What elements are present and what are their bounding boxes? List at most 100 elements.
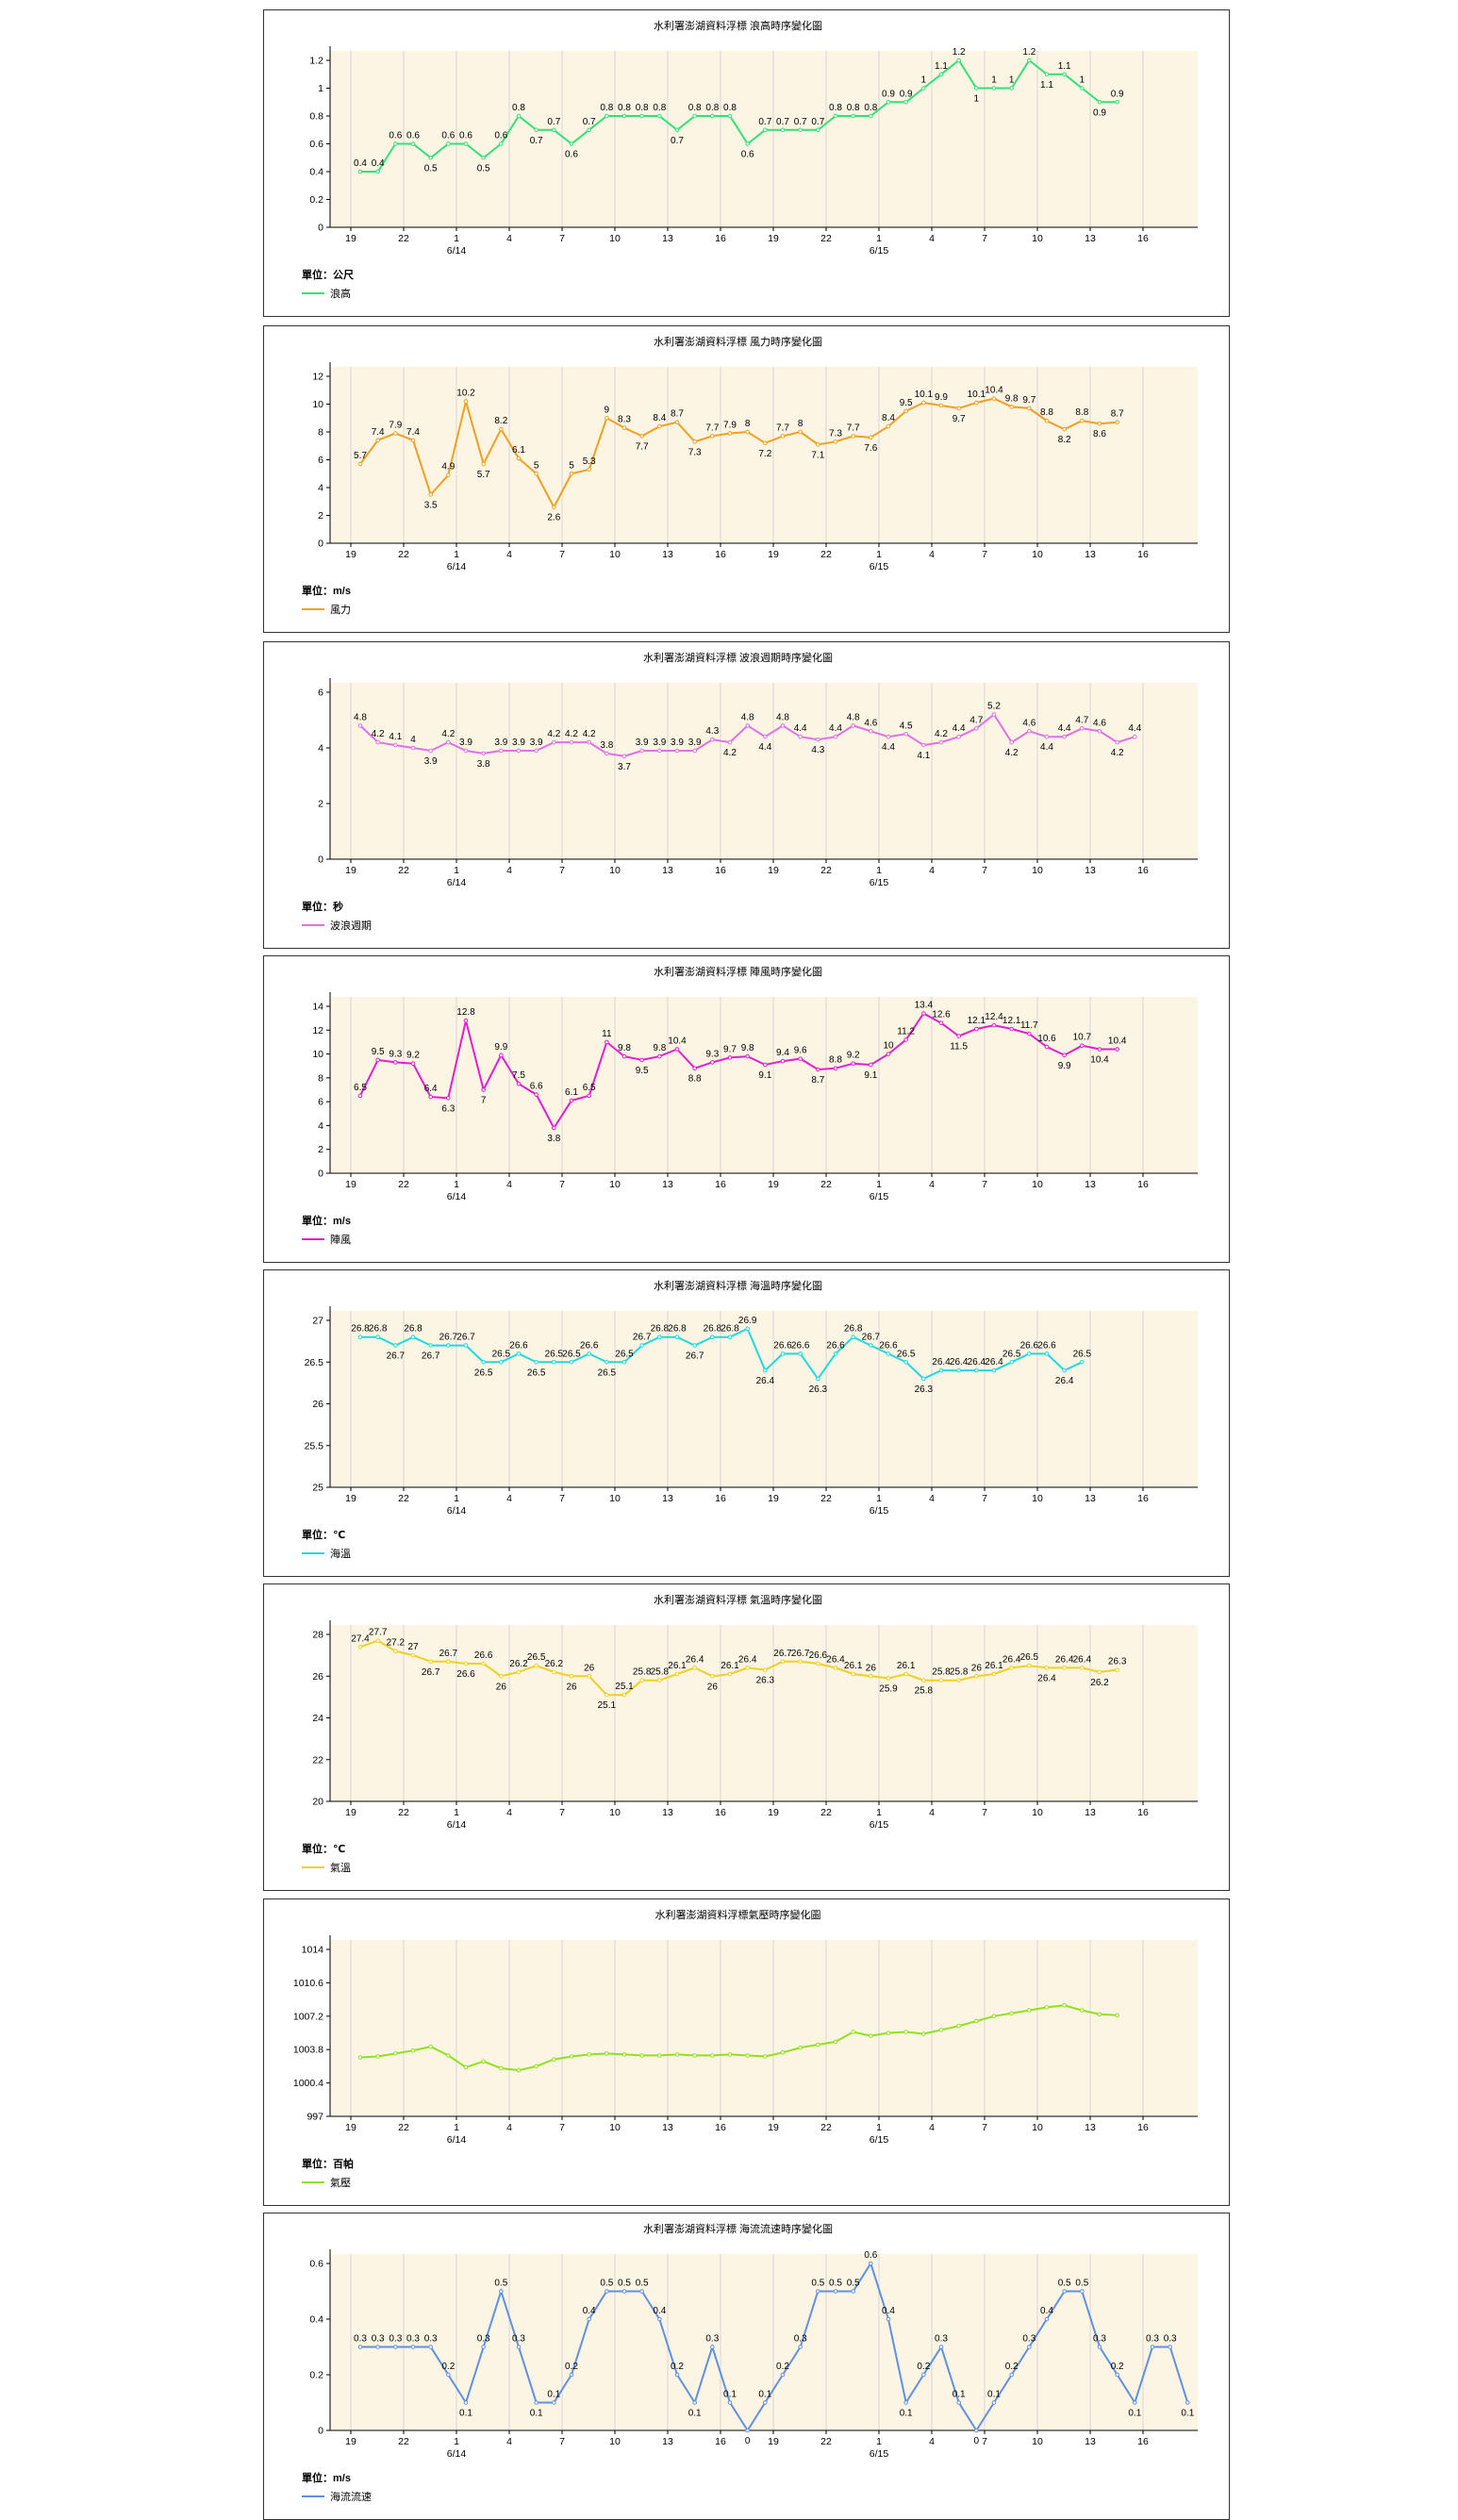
data-point: [869, 435, 873, 440]
data-point: [1044, 1351, 1050, 1356]
data-point: [1080, 2008, 1085, 2013]
data-label: 0.3: [512, 2334, 525, 2345]
data-label: 8.4: [653, 413, 666, 423]
data-label: 26.7: [686, 1351, 704, 1362]
data-point: [428, 1343, 433, 1348]
y-tick-label: 25: [312, 1483, 323, 1494]
x-tick-label: 19: [768, 549, 779, 560]
data-label: 12.6: [932, 1010, 951, 1020]
data-point: [1044, 734, 1050, 739]
data-label: 0.8: [653, 103, 666, 113]
data-label: 1.1: [1040, 80, 1053, 91]
data-label: 26.7: [387, 1351, 406, 1362]
y-tick-label: 0: [318, 223, 323, 234]
data-label: 0.2: [1111, 2362, 1124, 2372]
y-tick-label: 6: [318, 455, 323, 466]
data-point: [869, 1673, 873, 1679]
x-tick-label: 22: [398, 549, 409, 560]
legend-label: 氣溫: [330, 1863, 351, 1874]
x-tick-label: 4: [506, 2436, 512, 2447]
x-tick-label: 1: [876, 549, 882, 560]
data-point: [974, 1673, 979, 1679]
data-label: 26.5: [527, 1652, 546, 1663]
data-point: [393, 1060, 398, 1065]
data-point: [1080, 2289, 1085, 2294]
x-tick-label: 22: [820, 865, 832, 876]
data-label: 4.4: [882, 742, 895, 753]
data-label: 0.1: [530, 2409, 543, 2419]
legend: 海流流速: [302, 2489, 372, 2504]
data-label: 3.9: [512, 738, 525, 748]
data-point: [798, 127, 803, 133]
data-label: 0.2: [776, 2362, 789, 2372]
data-label: 11.2: [897, 1026, 915, 1036]
data-label: 5.7: [354, 451, 367, 461]
x-tick-label: 19: [345, 233, 356, 244]
data-label: 0.3: [354, 2334, 367, 2345]
data-point: [674, 127, 680, 133]
data-point: [674, 748, 680, 754]
data-point: [569, 739, 574, 745]
data-label: 26.7: [422, 1351, 440, 1362]
x-tick-label: 10: [1032, 2436, 1043, 2447]
data-point: [921, 1678, 926, 1683]
data-label: 0.7: [671, 136, 684, 146]
data-point: [798, 734, 803, 739]
data-point: [657, 423, 662, 429]
data-point: [1027, 2008, 1032, 2013]
data-label: 26.6: [474, 1650, 493, 1661]
data-point: [1150, 2345, 1155, 2349]
x-tick-label: 22: [820, 549, 832, 560]
data-point: [763, 1368, 768, 1373]
data-point: [1097, 99, 1102, 105]
data-point: [727, 1671, 733, 1677]
y-tick-label: 12: [312, 1025, 323, 1036]
data-point: [552, 1669, 556, 1675]
data-point: [1115, 2372, 1119, 2378]
data-point: [886, 423, 891, 429]
data-point: [816, 737, 820, 742]
x-tick-label: 7: [559, 2436, 565, 2447]
data-point: [956, 58, 961, 63]
data-point: [1027, 1031, 1032, 1036]
data-point: [692, 2400, 697, 2405]
data-point: [410, 2048, 416, 2053]
chart-panel: 水利署澎湖資料浮標氣壓時序變化圖 19 22 1 4 7 10 13 16 19 22 1 4 7 10 13…: [263, 1898, 1230, 2206]
data-point: [869, 2261, 873, 2266]
legend: 浪高: [302, 286, 351, 301]
data-point: [991, 396, 997, 401]
data-label: 4.9: [441, 462, 455, 472]
x-tick-label: 10: [1032, 233, 1043, 244]
x-tick-label: 19: [345, 1179, 356, 1190]
data-label: 0.8: [618, 103, 631, 113]
data-label: 26.4: [756, 1376, 775, 1386]
data-point: [763, 440, 768, 446]
data-point: [816, 1661, 820, 1666]
data-label: 7.7: [705, 423, 719, 433]
data-point: [534, 127, 538, 133]
data-label: 26.6: [580, 1340, 599, 1351]
data-label: 26.3: [1108, 1657, 1127, 1667]
data-label: 9.8: [653, 1043, 666, 1053]
data-point: [375, 739, 380, 745]
data-label: 1.2: [1022, 47, 1036, 58]
data-label: 10.4: [668, 1036, 687, 1047]
data-point: [903, 1671, 908, 1677]
data-point: [851, 1335, 855, 1339]
data-label: 3.9: [653, 738, 666, 748]
x-tick-label: 10: [1032, 549, 1043, 560]
data-point: [991, 712, 997, 717]
x-tick-label: 19: [768, 233, 779, 244]
data-point: [357, 1335, 363, 1339]
data-point: [481, 751, 486, 756]
y-tick-label: 0: [318, 539, 323, 550]
data-label: 0.5: [847, 2279, 860, 2289]
data-label: 0: [745, 2436, 751, 2446]
data-label: 9.9: [1058, 1061, 1071, 1071]
x-tick-label: 22: [398, 2436, 409, 2447]
x-tick-label: 1: [876, 865, 882, 876]
data-point: [587, 2052, 591, 2057]
legend-swatch: [302, 608, 324, 610]
data-point: [357, 2055, 363, 2060]
data-point: [1044, 418, 1050, 423]
